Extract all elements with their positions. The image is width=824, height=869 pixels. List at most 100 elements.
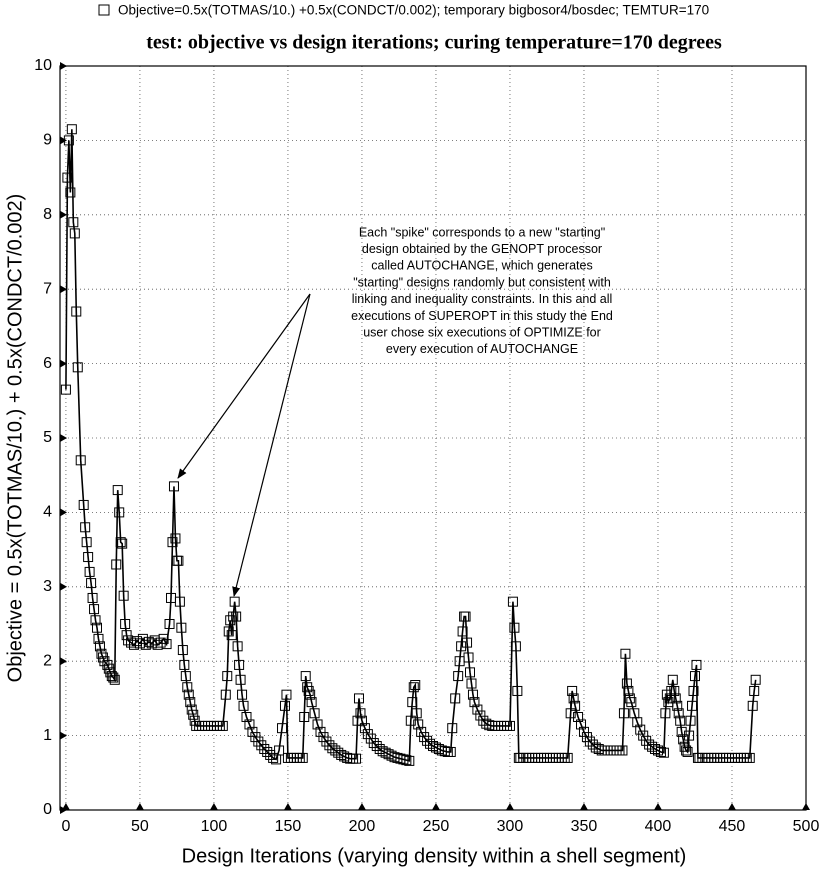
y-tick-label: 6 (43, 355, 52, 372)
x-tick-mark (283, 803, 292, 810)
data-point (117, 538, 128, 549)
data-point (306, 697, 317, 708)
data-point (86, 578, 97, 589)
data-point (509, 622, 520, 633)
data-point (374, 743, 385, 754)
data-point (281, 689, 292, 700)
data-point (84, 566, 95, 577)
data-point (182, 682, 193, 693)
data-point (72, 362, 83, 373)
data-point (401, 755, 412, 766)
data-point (413, 719, 424, 730)
data-point (173, 555, 184, 566)
data-point (620, 648, 631, 659)
data-point (312, 719, 323, 730)
data-point (469, 697, 480, 708)
y-tick-label: 10 (34, 57, 52, 74)
data-point (504, 720, 515, 731)
data-point (562, 752, 573, 763)
data-point (356, 715, 367, 726)
data-point (623, 685, 634, 696)
annotation-arrow (232, 293, 311, 597)
y-tick-mark (60, 657, 67, 666)
data-point (176, 622, 187, 633)
x-tick-label: 250 (423, 818, 450, 835)
data-point (568, 693, 579, 704)
data-point (229, 596, 240, 607)
data-point (744, 752, 755, 763)
data-point (359, 723, 370, 734)
y-tick-label: 5 (43, 429, 52, 446)
annotation-line: executions of SUPEROPT in this study the… (351, 309, 613, 323)
data-point (676, 726, 687, 737)
data-point (641, 735, 652, 746)
data-point (225, 615, 236, 626)
y-tick-mark (60, 136, 67, 145)
annotation-line: linking and inequality constraints. In t… (352, 292, 613, 306)
x-tick-label: 50 (131, 818, 149, 835)
data-point (111, 559, 122, 570)
data-point (368, 738, 379, 749)
data-point (309, 708, 320, 719)
x-axis-label: Design Iterations (varying density withi… (182, 845, 687, 867)
y-tick-mark (60, 434, 67, 442)
x-tick-mark (209, 803, 218, 810)
annotation-line: user chose six executions of OPTIMIZE fo… (363, 325, 601, 339)
data-point (691, 659, 702, 670)
data-point (353, 693, 364, 704)
y-tick-label: 2 (43, 652, 52, 669)
data-point (422, 735, 433, 746)
data-point (567, 685, 578, 696)
data-point (235, 674, 246, 685)
data-point (672, 700, 683, 711)
data-point (684, 730, 695, 741)
data-point (624, 693, 635, 704)
data-point (507, 596, 518, 607)
data-point (223, 626, 234, 637)
annotation-line: called AUTOCHANGE, which generates (371, 259, 592, 273)
data-point (217, 720, 228, 731)
data-point (750, 674, 761, 685)
chart-title: test: objective vs design iterations; cu… (146, 32, 722, 54)
data-point (78, 499, 89, 510)
data-point (475, 710, 486, 721)
data-point (371, 741, 382, 752)
x-tick-mark (579, 803, 588, 810)
y-tick-mark (60, 285, 67, 294)
data-point (333, 747, 344, 758)
data-point (69, 228, 80, 239)
data-point (419, 732, 430, 743)
data-point (584, 736, 595, 747)
data-point (63, 135, 74, 146)
x-tick-label: 450 (719, 818, 746, 835)
data-point (177, 645, 188, 656)
data-point (297, 752, 308, 763)
data-point (161, 639, 172, 650)
data-point (83, 552, 94, 563)
data-point (411, 708, 422, 719)
data-point (747, 700, 758, 711)
data-point (81, 537, 92, 548)
x-tick-mark (505, 803, 514, 810)
data-point (234, 659, 245, 670)
legend-marker (98, 4, 110, 16)
data-point (465, 667, 476, 678)
data-point (94, 641, 105, 652)
data-point (510, 641, 521, 652)
series-line (65, 129, 757, 762)
data-point (262, 746, 273, 757)
x-tick-label: 500 (793, 818, 820, 835)
y-axis-label: Objective = 0.5x(TOTMAS/10.) + 0.5x(COND… (4, 194, 26, 683)
data-point (670, 693, 681, 704)
data-point (259, 743, 270, 754)
data-point (682, 746, 693, 757)
data-point (660, 708, 671, 719)
data-point (621, 678, 632, 689)
data-point (220, 689, 231, 700)
data-point (655, 746, 666, 757)
data-point (279, 700, 290, 711)
data-point (617, 745, 628, 756)
y-tick-mark (60, 508, 67, 517)
data-point (647, 741, 658, 752)
x-tick-mark (135, 803, 144, 810)
